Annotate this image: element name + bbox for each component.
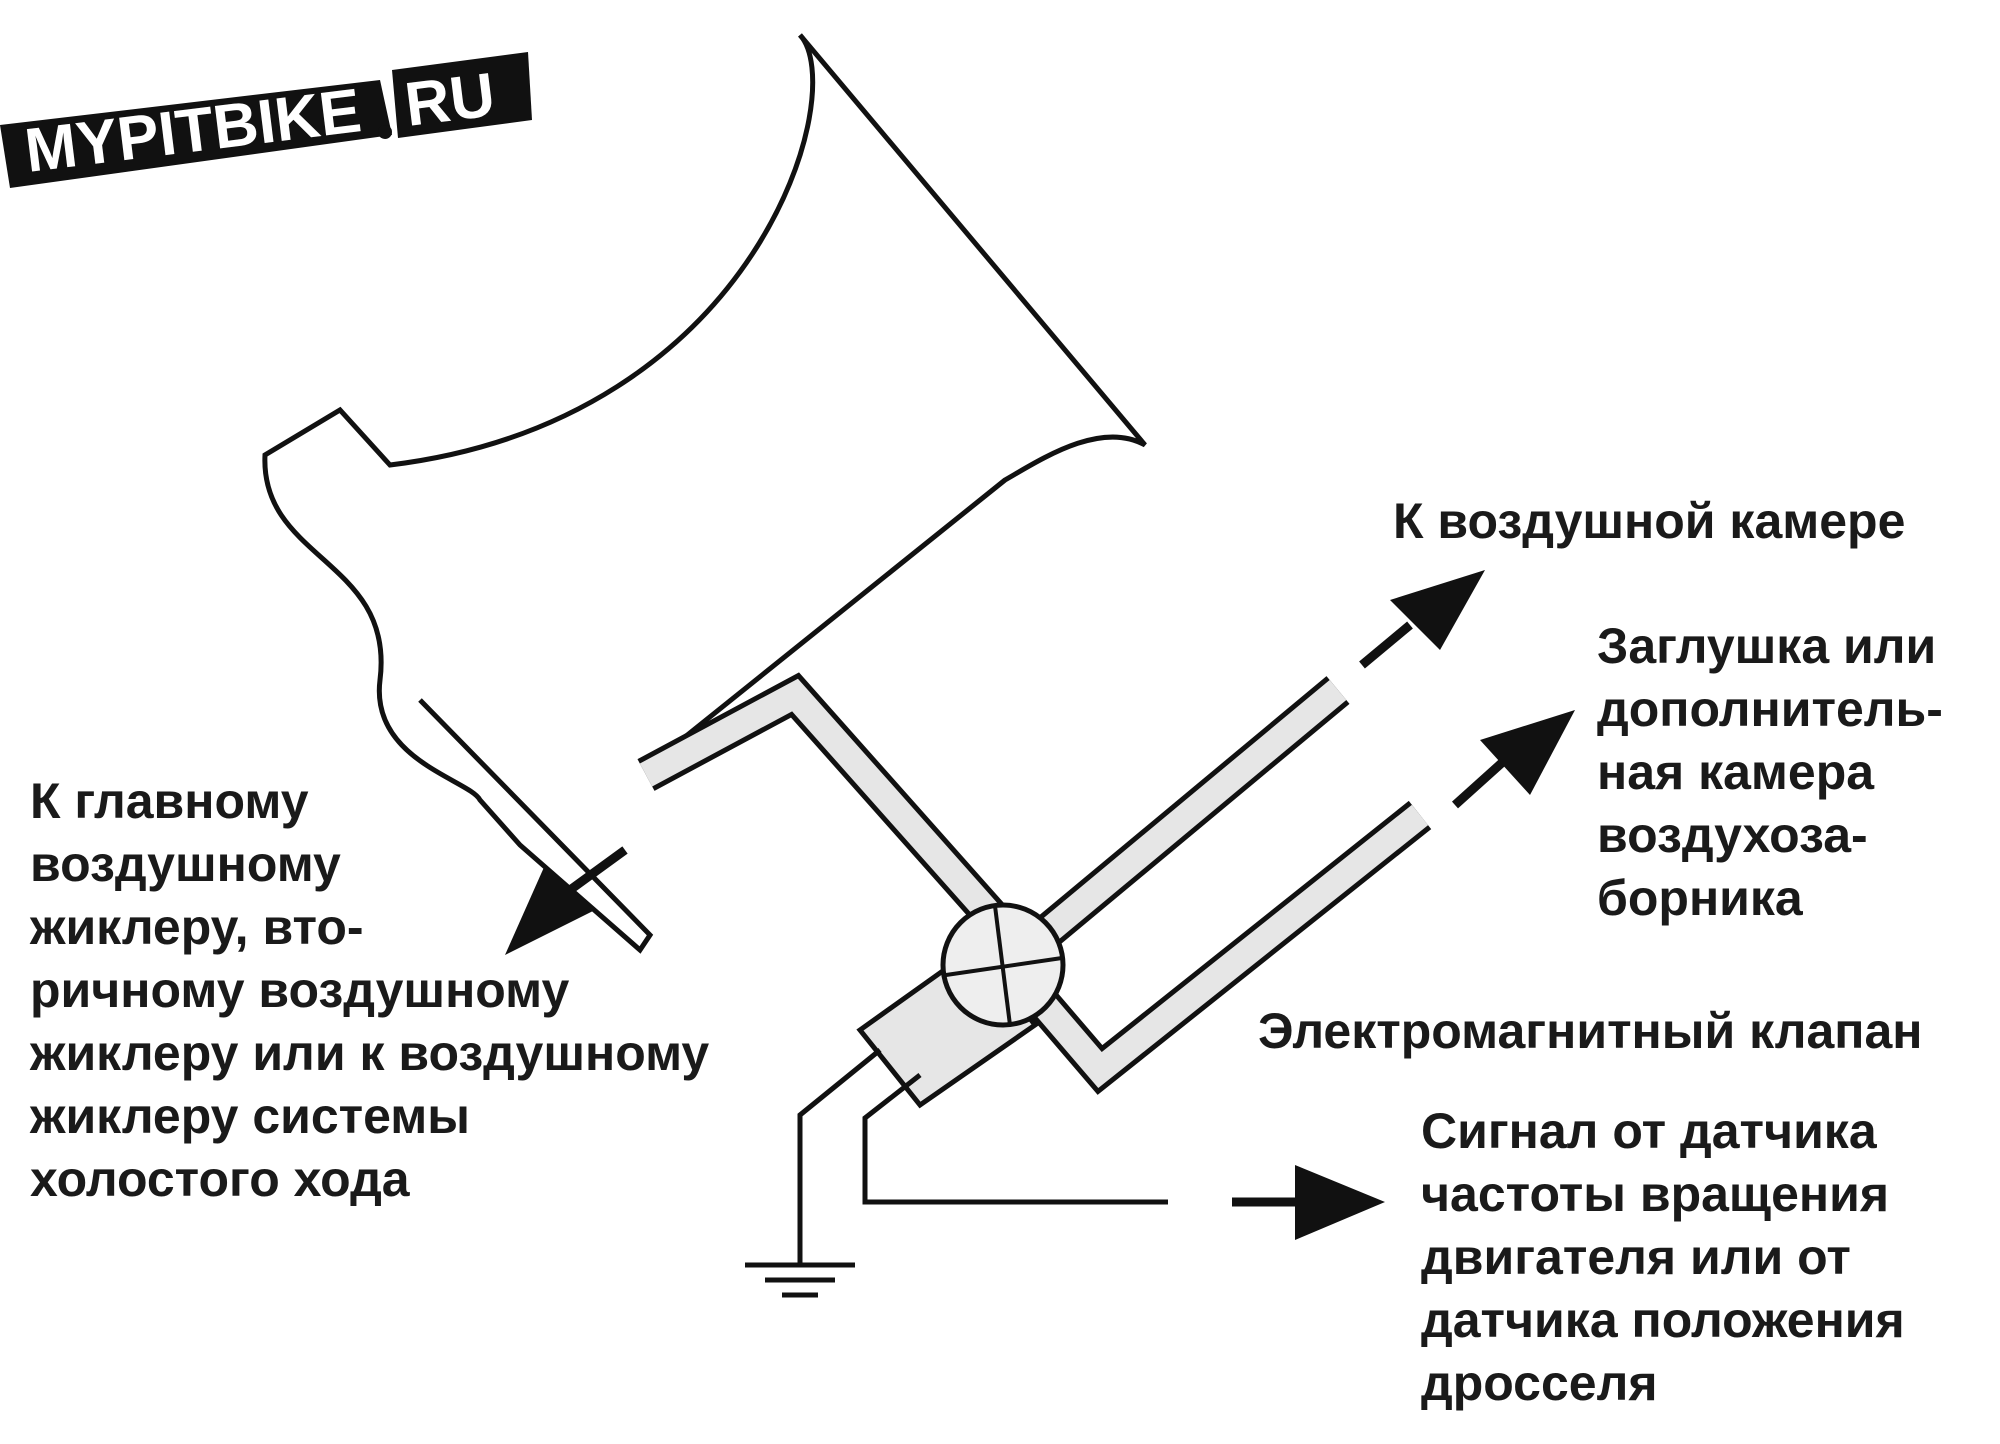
label-solenoid-valve: Электромагнитный клапан xyxy=(1258,1003,1923,1059)
pipe-to-plug xyxy=(1026,800,1432,1095)
label-plug-line: воздухоза- xyxy=(1597,807,1868,863)
label-air-chamber: К воздушной камере xyxy=(1393,493,1906,549)
label-plug-line: Заглушка или xyxy=(1597,618,1937,674)
arrow-to-plug xyxy=(1451,710,1575,809)
label-plug-line: ная камера xyxy=(1597,744,1875,800)
logo-dot xyxy=(378,125,392,139)
ground-wire xyxy=(797,1048,882,1265)
pipe-to-air-chamber xyxy=(1028,676,1350,952)
logo-band-left xyxy=(0,80,392,188)
carburetor-body-upper-edge xyxy=(648,33,1147,767)
arrow-to-main-jet xyxy=(505,846,628,955)
mypitbike-logo: MYPITBIKE RU xyxy=(0,52,532,188)
label-signal-line: дросселя xyxy=(1421,1355,1658,1411)
ground-symbol xyxy=(745,1262,855,1298)
label-plug: Заглушка или дополнитель- ная камера воз… xyxy=(1597,615,1943,930)
carburetor-body-outline xyxy=(262,33,816,954)
label-main-jet-line: жиклеру, вто- xyxy=(30,899,364,955)
label-main-jet-line: холостого хода xyxy=(30,1151,410,1207)
label-main-jet-line: К главному xyxy=(30,773,309,829)
label-signal-line: частоты вращения xyxy=(1421,1166,1890,1222)
label-signal-line: датчика положения xyxy=(1421,1292,1905,1348)
logo-band-right xyxy=(392,52,532,138)
pipe-to-main-jet xyxy=(637,672,1009,932)
logo-text-right: RU xyxy=(401,60,498,139)
arrow-to-air-chamber xyxy=(1359,570,1485,669)
label-signal-line: двигателя или от xyxy=(1421,1229,1851,1285)
label-plug-line: дополнитель- xyxy=(1597,681,1943,737)
label-main-jet-line: жиклеру или к воздушному xyxy=(30,1025,710,1081)
label-main-jet-line: жиклеру системы xyxy=(30,1088,470,1144)
label-main-jet-line: ричному воздушному xyxy=(30,962,570,1018)
label-signal: Сигнал от датчика частоты вращения двига… xyxy=(1421,1100,1905,1415)
label-plug-line: борника xyxy=(1597,870,1803,926)
solenoid-valve xyxy=(856,902,1066,1109)
label-signal-line: Сигнал от датчика xyxy=(1421,1103,1877,1159)
label-main-jet-line: воздушному xyxy=(30,836,341,892)
arrow-signal-input xyxy=(1232,1165,1385,1240)
label-main-jet: К главному воздушному жиклеру, вто- ричн… xyxy=(30,770,709,1211)
signal-wire xyxy=(862,1073,1168,1205)
